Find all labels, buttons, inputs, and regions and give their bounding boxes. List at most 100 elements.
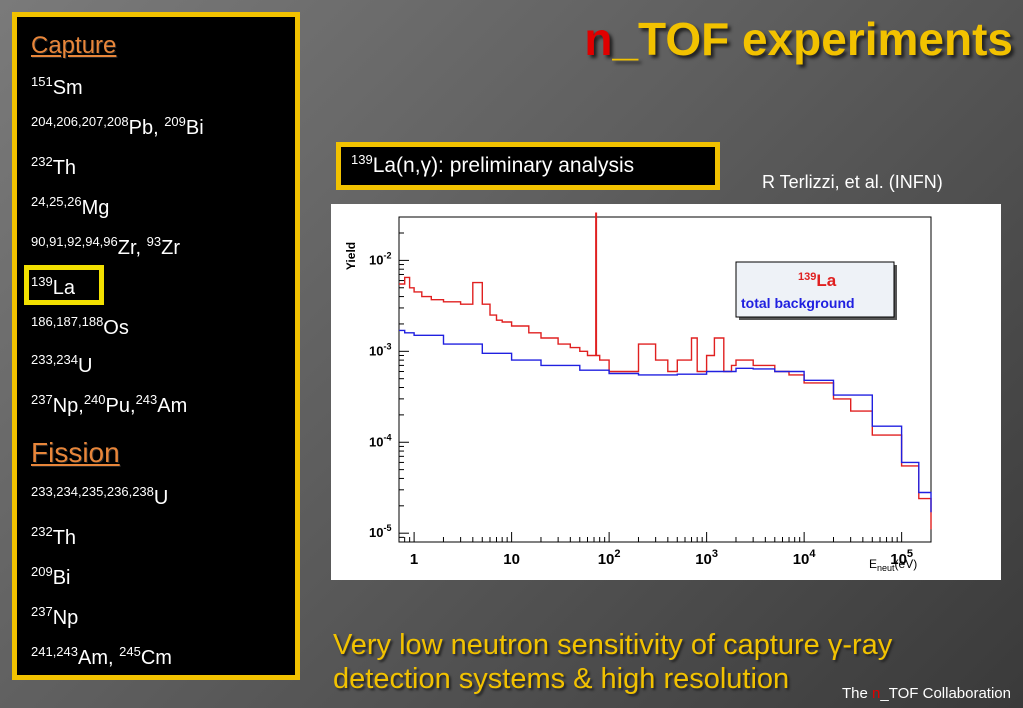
- isotope-mass: 186,187,188: [31, 314, 104, 329]
- capture-item: 204,206,207,208Pb, 209Bi: [31, 114, 204, 140]
- isotope-symbol: Np: [52, 607, 79, 629]
- x-tick-base: 10: [793, 551, 810, 568]
- footer-n: n: [872, 685, 881, 702]
- isotope-symbol: U: [153, 487, 169, 509]
- x-tick-base: 10: [695, 551, 712, 568]
- isotope-mass: 237: [31, 392, 53, 407]
- isotope-symbol: U: [78, 355, 93, 377]
- yield-chart-svg: 1 10 102 103 104 10510-210-310-410-5YieldEneu…: [344, 212, 932, 573]
- fission-item: 232Th: [31, 524, 77, 550]
- isotope-symbol: Th: [52, 527, 77, 549]
- title-rest: _TOF experiments: [612, 13, 1013, 65]
- x-tick-label: 104: [793, 548, 817, 568]
- isotope-symbol: Th: [52, 157, 77, 179]
- isotope-symbol: Pb,: [128, 117, 165, 139]
- isotope-symbol: Am,: [78, 647, 120, 669]
- legend-box: [735, 261, 895, 318]
- y-tick-exponent: -4: [383, 432, 391, 442]
- x-axis-main: E: [869, 557, 877, 571]
- isotope-symbol: Sm: [52, 77, 83, 99]
- legend-la-symbol: La: [816, 271, 836, 290]
- footer-credit: The n_TOF Collaboration: [842, 685, 1011, 702]
- x-tick-exponent: 3: [712, 548, 718, 560]
- caption-line-2: detection systems & high resolution: [333, 663, 790, 695]
- la139-series-line: [399, 212, 932, 530]
- isotope-mass: 232: [31, 524, 53, 539]
- isotope-mass: 209: [31, 564, 53, 579]
- analysis-label-box: 139La(n,γ): preliminary analysis: [336, 142, 720, 190]
- x-axis-label: Eneut(eV): [869, 557, 917, 573]
- y-tick-base: 10: [369, 252, 383, 267]
- x-tick-exponent: 4: [809, 548, 816, 560]
- isotope-mass: 93: [146, 234, 162, 249]
- isotope-mass: 24,25,26: [31, 194, 82, 209]
- isotope-symbol: La: [52, 277, 75, 299]
- y-tick-label: 10-4: [369, 432, 391, 449]
- x-tick-label: 103: [695, 548, 718, 568]
- y-tick-label: 10-3: [369, 341, 391, 358]
- isotope-symbol: Zr,: [117, 237, 147, 259]
- y-tick-label: 10-5: [369, 523, 391, 540]
- isotope-symbol: Am: [157, 395, 188, 417]
- isotope-symbol: Np,: [52, 395, 84, 417]
- isotope-mass: 233,234,235,236,238: [31, 484, 154, 499]
- background-series-line: [399, 329, 932, 513]
- fission-item: 209Bi: [31, 564, 71, 590]
- isotope-mass: 241,243: [31, 644, 78, 659]
- isotope-mass: 139: [31, 274, 53, 289]
- isotope-mass: 90,91,92,94,96: [31, 234, 118, 249]
- x-tick-label: 10: [503, 551, 520, 568]
- isotope-mass: 151: [31, 74, 53, 89]
- isotope-symbol: Bi: [52, 567, 71, 589]
- x-axis-sub: neut: [877, 563, 895, 573]
- y-tick-base: 10: [369, 434, 383, 449]
- caption-line-1: Very low neutron sensitivity of capture …: [333, 629, 893, 661]
- y-tick-exponent: -3: [383, 341, 391, 351]
- capture-item: 233,234U: [31, 352, 93, 378]
- isotope-mass: 209: [164, 114, 186, 129]
- caption: Very low neutron sensitivity of capture …: [333, 628, 892, 696]
- legend-la-mass: 139: [798, 271, 816, 283]
- capture-item: 151Sm: [31, 74, 83, 100]
- capture-item: 139La: [31, 274, 75, 300]
- isotope-symbol: Cm: [140, 647, 172, 669]
- legend-entry-la139: 139La: [798, 271, 837, 290]
- isotope-mass: 237: [31, 604, 53, 619]
- x-tick-label: 105: [890, 548, 913, 568]
- yield-plot: 1 10 102 103 104 105 10-2 10-3 10-4 10-5 Yield Eneu…: [331, 204, 1001, 580]
- capture-item: 186,187,188Os: [31, 314, 129, 340]
- capture-item: 237Np,240Pu,243Am: [31, 392, 188, 418]
- x-tick-base: 1: [410, 551, 418, 568]
- x-tick-exponent: 5: [907, 548, 913, 560]
- isotope-mass: 232: [31, 154, 53, 169]
- title-n: n: [584, 13, 613, 65]
- capture-item: 232Th: [31, 154, 77, 180]
- x-axis-unit: (eV): [895, 557, 918, 571]
- isotope-symbol: Bi: [185, 117, 204, 139]
- y-tick-label: 10-2: [369, 250, 391, 267]
- x-tick-base: 10: [503, 551, 520, 568]
- y-tick-base: 10: [369, 343, 383, 358]
- x-tick-label: 1: [410, 551, 418, 568]
- y-tick-base: 10: [369, 525, 383, 540]
- fission-item: 233,234,235,236,238U: [31, 484, 169, 510]
- y-tick-exponent: -2: [383, 250, 391, 260]
- capture-item: 90,91,92,94,96Zr, 93Zr: [31, 234, 180, 260]
- isotope-symbol: Os: [103, 317, 129, 339]
- analysis-sup: 139: [351, 152, 373, 167]
- legend-entry-background: total background: [741, 295, 855, 311]
- plot-area-frame: [398, 216, 932, 543]
- author-credit: R Terlizzi, et al. (INFN): [762, 172, 943, 192]
- fission-item: 237Np: [31, 604, 79, 630]
- isotope-panel: Capture 151Sm 204,206,207,208Pb, 209Bi 232…: [12, 12, 300, 680]
- isotope-mass: 240: [83, 392, 106, 407]
- x-tick-base: 10: [890, 551, 907, 568]
- isotope-symbol: Pu,: [105, 395, 136, 417]
- x-tick-exponent: 2: [614, 548, 620, 560]
- isotope-mass: 233,234: [31, 352, 78, 367]
- isotope-mass: 245: [119, 644, 141, 659]
- analysis-text: La(n,γ): preliminary analysis: [372, 154, 635, 177]
- footer-rest: _TOF Collaboration: [880, 685, 1011, 702]
- isotope-symbol: Zr: [161, 237, 180, 259]
- capture-heading: Capture: [31, 32, 117, 59]
